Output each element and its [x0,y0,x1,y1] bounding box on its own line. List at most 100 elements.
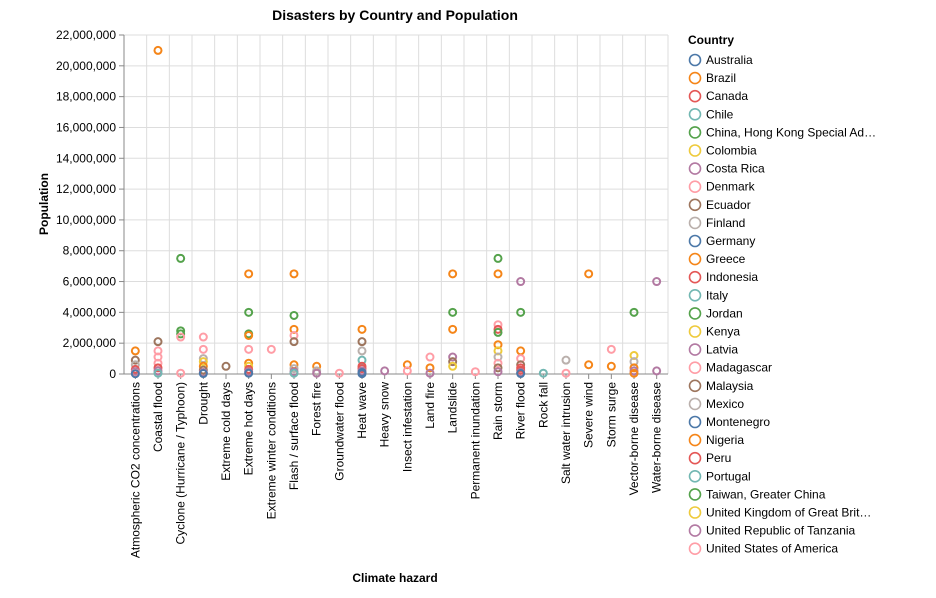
data-point [584,269,594,279]
x-tick-label: Water-borne disease [650,382,664,493]
data-point [629,307,639,317]
y-tick-label: 4,000,000 [63,305,117,319]
data-point [244,269,254,279]
legend-symbol [688,144,702,157]
legend-symbol [688,343,702,356]
y-axis-title: Population [37,173,51,235]
data-point [198,332,208,342]
legend: Country Australia Brazil Canada Chile China,… [688,33,876,556]
data-point [606,344,616,354]
legend-label: Portugal [706,469,751,483]
gridlines [123,34,669,375]
x-tick-label: Drought [196,381,210,424]
legend-label: Peru [706,451,731,465]
x-tick-label: Salt water intrusion [559,382,573,484]
data-points [130,45,662,379]
data-point [448,357,458,367]
data-point [493,367,503,377]
data-point [244,330,254,340]
legend-symbol [688,198,702,212]
data-point [176,329,186,339]
data-point [357,346,367,356]
data-point [130,346,140,356]
data-point [130,369,140,379]
legend-symbol [688,488,702,501]
x-axis-title: Climate hazard [352,571,437,585]
legend-symbol [688,162,702,175]
legend-items: Australia Brazil Canada Chile China, Hong Ko… [688,53,876,556]
x-tick-label: Storm surge [604,382,618,448]
data-point [244,344,254,354]
y-tick-label: 22,000,000 [56,28,116,42]
legend-symbol [688,270,702,284]
legend-symbol [688,469,702,483]
legend-symbol [688,89,702,103]
data-point [425,368,435,378]
data-point [493,327,503,337]
data-point [516,369,526,379]
data-point [357,337,367,347]
legend-label: Italy [706,288,728,302]
data-point [312,368,322,378]
chart-title: Disasters by Country and Population [272,7,518,23]
legend-label: Montenegro [706,415,770,429]
legend-label: Kenya [706,325,740,339]
legend-label: Latvia [706,343,738,357]
data-point [334,368,344,378]
x-tick-label: Vector-borne disease [627,382,641,496]
legend-symbol [688,307,702,320]
x-tick-label: Groundwater flood [332,382,346,481]
legend-label: Jordan [706,306,743,320]
legend-label: Australia [706,53,753,67]
legend-label: Finland [706,216,745,230]
legend-label: Taiwan, Greater China [706,487,826,501]
legend-label: Mexico [706,397,744,411]
data-point [153,363,163,373]
data-point [402,366,412,376]
y-tick-label: 10,000,000 [56,213,116,227]
x-tick-label: Landslide [446,382,460,434]
data-point [289,364,299,374]
x-tick-label: Rock fall [536,382,550,428]
legend-symbol [688,379,702,393]
data-point [448,352,458,362]
legend-symbol [688,53,702,67]
data-point [470,367,480,377]
y-tick-label: 18,000,000 [56,90,116,104]
legend-label: Colombia [706,144,757,158]
data-point [289,310,299,320]
legend-label: Germany [706,234,755,248]
legend-symbol [688,361,702,375]
legend-label: Chile [706,107,734,121]
data-point [153,337,163,347]
x-tick-label: Atmospheric CO2 concentrations [128,382,142,558]
data-point [584,360,594,370]
legend-symbol [688,252,702,266]
legend-symbol [688,108,702,121]
data-point [289,368,299,378]
data-point [380,366,390,376]
legend-label: Greece [706,252,746,266]
legend-symbol [688,451,702,465]
data-point [176,253,186,263]
data-point [448,361,458,371]
data-point [516,307,526,317]
data-point [516,346,526,356]
data-point [198,357,208,367]
data-point [289,269,299,279]
legend-symbol [688,524,702,537]
legend-symbol [688,71,702,85]
legend-label: Madagascar [706,361,772,375]
y-tick-label: 6,000,000 [63,275,117,289]
data-point [448,269,458,279]
data-point [493,358,503,368]
x-tick-label: Extreme cold days [219,382,233,481]
data-point [538,368,548,378]
data-point [425,352,435,362]
legend-label: Brazil [706,71,736,85]
x-tick-label: Extreme winter conditions [264,382,278,519]
x-tick-label: Severe wind [582,382,596,448]
legend-symbol [688,126,702,139]
legend-symbol [688,216,702,230]
